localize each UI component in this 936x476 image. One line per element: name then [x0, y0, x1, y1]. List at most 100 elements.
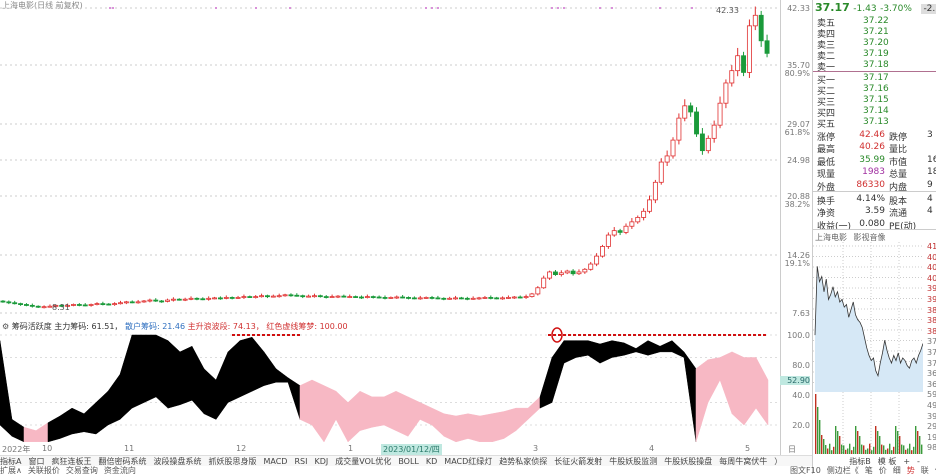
volume-bar — [865, 449, 867, 454]
volume-bar — [817, 407, 819, 454]
stat-label: 最低 — [817, 157, 836, 168]
side-tab[interactable]: 值 — [935, 466, 936, 475]
bid-row[interactable]: 买三 37.15 — [815, 95, 935, 108]
bid-row[interactable]: 买五 37.13 — [815, 117, 935, 130]
candle — [370, 296, 376, 298]
toolbar-item[interactable]: RSI — [294, 457, 308, 466]
stat-value: 4.14% — [856, 194, 885, 204]
axis-divider — [780, 0, 781, 455]
ask-label: 卖三 — [817, 41, 836, 51]
side-tab[interactable]: 价 — [878, 466, 887, 475]
toolbar-item[interactable]: 牛股妖股监测 — [609, 457, 658, 466]
side-tab[interactable]: 势 — [906, 466, 915, 475]
toolbar-item[interactable]: 窗口 — [28, 457, 45, 466]
candle — [106, 303, 112, 306]
bid-row[interactable]: 买二 37.16 — [815, 84, 935, 97]
indicator-area — [0, 340, 13, 437]
candle — [394, 296, 400, 299]
candle — [329, 296, 335, 298]
volume-bar — [921, 444, 923, 454]
toolbar-item[interactable]: - — [917, 457, 920, 466]
toolbar-item[interactable]: 长征火箭发射 — [554, 457, 603, 466]
indicator-chart[interactable] — [0, 320, 780, 442]
toolbar-item[interactable]: ） — [774, 457, 783, 466]
indicator-name: 筹码活跃度 — [11, 322, 52, 331]
toolbar-item[interactable]: 牛股妖股操盘 — [664, 457, 713, 466]
indicator-area — [611, 340, 625, 358]
stat-label: 最高 — [817, 145, 836, 156]
ask-row[interactable]: 卖二 37.19 — [815, 49, 935, 62]
toolbar-item[interactable]: 抓妖股思身版 — [208, 457, 257, 466]
indicator-area — [719, 351, 733, 414]
intraday-axis-label: 19 — [927, 432, 936, 442]
indicator-area — [671, 340, 685, 358]
toolbar-item[interactable]: 波段操盘系统 — [153, 457, 202, 466]
toolbar-item[interactable]: + — [903, 457, 911, 466]
volume-bar — [893, 446, 895, 454]
signal-dot — [691, 7, 693, 9]
volume-bar — [883, 445, 885, 454]
bottom-link[interactable]: 关联报价 — [27, 466, 60, 475]
side-tab[interactable]: 联 — [920, 466, 929, 475]
candle — [253, 296, 259, 298]
toolbar-item[interactable]: 翻倍密码系统 — [98, 457, 147, 466]
candle — [112, 303, 118, 305]
candle — [688, 105, 694, 113]
bid-row[interactable]: 买四 37.14 — [815, 106, 935, 119]
ask-price: 37.18 — [863, 60, 889, 70]
redline-dot — [563, 334, 566, 336]
side-tab[interactable]: 图文F10 — [790, 466, 821, 475]
gear-icon[interactable]: ⚙ — [2, 322, 10, 331]
chart-title: 上海电影(日线 前复权) — [2, 1, 83, 10]
intraday-chart[interactable] — [813, 242, 923, 454]
toolbar-item[interactable]: KDJ — [314, 457, 329, 466]
toolbar-item[interactable]: MACD红绿灯 — [444, 457, 493, 466]
toolbar-item[interactable]: 疯狂连板王 — [51, 457, 92, 466]
ask-row[interactable]: 卖四 37.21 — [815, 27, 935, 40]
bottom-link[interactable]: 资金流向 — [103, 466, 136, 475]
toolbar-item[interactable]: 模 板 — [877, 457, 897, 466]
stock-sector[interactable]: 影视音像 — [853, 233, 886, 242]
indicator-area — [527, 396, 541, 420]
toolbar-item[interactable]: 每周牛窝伏牛 — [719, 457, 768, 466]
intraday-axis-label: 40 — [927, 273, 936, 283]
side-tab[interactable]: 细 — [892, 466, 901, 475]
candle — [188, 297, 194, 300]
candle — [212, 297, 217, 300]
signal-dot — [215, 7, 217, 9]
stat-value: 3 — [927, 130, 933, 140]
stock-name[interactable]: 上海电影 — [815, 233, 847, 242]
candle — [82, 304, 88, 307]
toolbar-item[interactable]: 指标B — [849, 457, 871, 466]
bid-row[interactable]: 买一 37.17 — [815, 73, 935, 86]
toolbar-item[interactable]: 指标A — [0, 457, 22, 466]
toolbar-item[interactable]: 趋势私家侦探 — [499, 457, 548, 466]
toolbar-item[interactable]: 成交量VOL优化 — [335, 457, 392, 466]
candlestick-chart[interactable]: 42.33 8.31 — [0, 0, 780, 318]
side-tab[interactable]: 笔 — [864, 466, 873, 475]
redline-dot — [282, 334, 285, 336]
date-label: 2022年 — [2, 445, 31, 454]
intraday-axis-label: 39 — [927, 295, 936, 304]
ask-row[interactable]: 卖五 37.22 — [815, 16, 935, 29]
toolbar-item[interactable]: MACD — [263, 457, 288, 466]
side-tab[interactable]: 侧边栏《 — [826, 466, 859, 475]
toolbar-item[interactable]: KD — [425, 457, 438, 466]
crosshair-date: 2023/01/12/四 — [381, 444, 442, 455]
volume-bar — [849, 443, 851, 454]
bottom-link[interactable]: 扩展∧ — [0, 466, 22, 475]
intraday-axis-label: 40 — [927, 263, 936, 273]
candle — [35, 305, 41, 308]
intraday-axis-label: 37 — [927, 337, 936, 347]
volume-bar — [827, 448, 829, 454]
volume-bar — [915, 426, 917, 454]
ask-row[interactable]: 卖三 37.20 — [815, 38, 935, 51]
toolbar-item[interactable]: BOLL — [398, 457, 419, 466]
candle — [411, 297, 417, 300]
bottom-link[interactable]: 交易查询 — [65, 466, 98, 475]
candle — [359, 296, 364, 299]
candle — [288, 294, 294, 297]
ask-row[interactable]: 卖一 37.18 — [815, 60, 935, 73]
stat-row: 现量 1983 总量 18 — [815, 167, 936, 180]
indicator-area — [83, 401, 97, 435]
